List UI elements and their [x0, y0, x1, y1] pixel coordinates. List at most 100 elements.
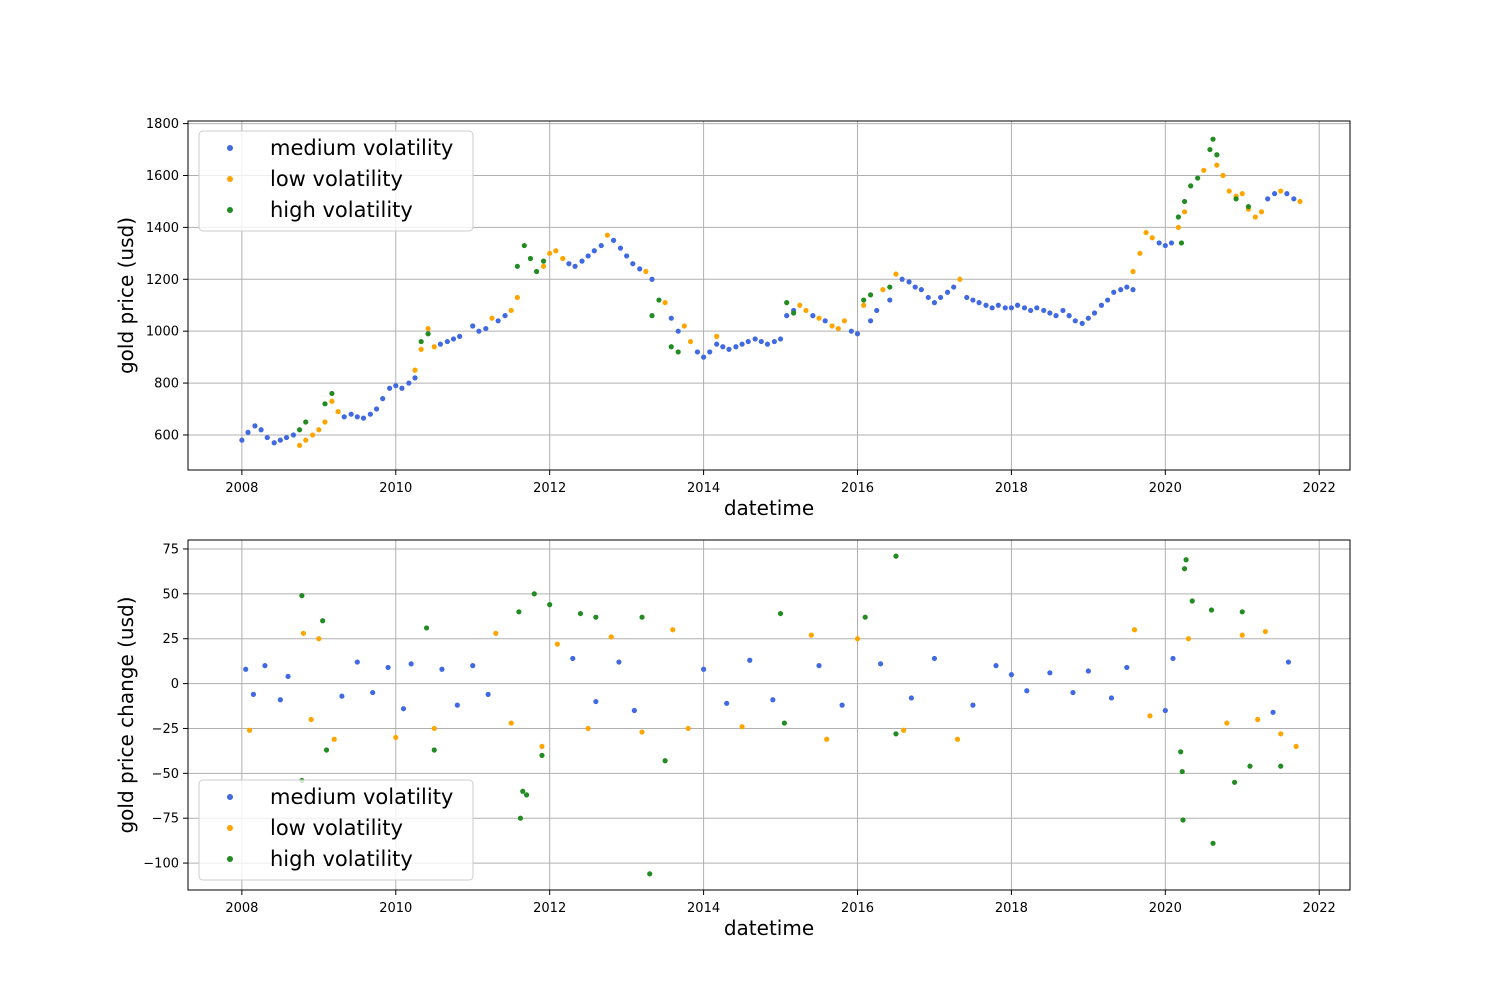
data-point: [931, 300, 938, 306]
legend: medium volatility low volatility high vola…: [198, 130, 474, 232]
data-point: [1188, 183, 1194, 189]
data-point: [848, 328, 854, 334]
data-point: [925, 294, 931, 301]
data-point: [1034, 305, 1040, 311]
data-point: [431, 747, 437, 753]
data-point: [1185, 636, 1191, 642]
data-point: [1207, 146, 1213, 153]
data-point: [639, 729, 645, 735]
data-point: [649, 276, 655, 282]
data-point: [862, 614, 868, 620]
y-tick-label: 1000: [146, 325, 179, 340]
data-point: [867, 318, 874, 324]
data-point: [1098, 302, 1105, 308]
data-point: [370, 689, 376, 696]
data-point: [617, 245, 624, 251]
legend-marker: [227, 856, 233, 862]
series-low-volatility: [246, 627, 1299, 750]
data-point: [610, 237, 617, 243]
data-point: [816, 315, 822, 321]
data-point: [246, 727, 253, 733]
data-point: [423, 625, 430, 631]
price-chart: 2008 2010 2012 2014 2016 2018 2020 2022 600 800 10…: [114, 117, 1351, 520]
data-point: [877, 661, 884, 667]
data-point: [239, 437, 245, 443]
data-point: [1008, 305, 1015, 311]
data-point: [1085, 315, 1091, 321]
x-tick-label: 2010: [379, 481, 412, 496]
legend-label: medium volatility: [270, 136, 453, 160]
data-point: [593, 698, 599, 705]
x-tick-label: 2010: [379, 901, 412, 916]
data-point: [791, 310, 797, 316]
data-point: [643, 268, 649, 275]
data-point: [572, 263, 578, 269]
data-point: [329, 390, 335, 397]
data-point: [593, 614, 599, 620]
data-point: [264, 434, 270, 441]
data-point: [514, 263, 520, 269]
data-point: [1118, 287, 1124, 293]
data-point: [514, 294, 520, 301]
data-point: [899, 276, 905, 282]
data-point: [495, 318, 501, 324]
data-point: [527, 255, 534, 262]
data-point: [745, 338, 751, 345]
data-point: [797, 302, 803, 308]
data-point: [1181, 209, 1188, 215]
data-point: [747, 657, 753, 663]
data-point: [893, 271, 899, 277]
legend-label: low volatility: [270, 167, 403, 191]
data-point: [493, 630, 499, 636]
data-point: [739, 724, 745, 730]
data-point: [854, 636, 861, 642]
data-point: [777, 336, 784, 342]
data-point: [1162, 242, 1168, 249]
data-point: [771, 338, 777, 345]
data-point: [1245, 204, 1252, 210]
data-point: [1226, 188, 1232, 194]
data-point: [380, 396, 386, 402]
data-point: [1168, 240, 1175, 246]
data-point: [1291, 196, 1297, 202]
y-tick-label: 1800: [146, 117, 179, 132]
data-point: [1239, 632, 1245, 638]
data-point: [406, 380, 412, 386]
data-point: [1214, 162, 1220, 168]
data-point: [675, 328, 681, 334]
x-tick-label: 2012: [533, 481, 566, 496]
data-point: [700, 666, 707, 672]
data-point: [989, 305, 995, 311]
plot-frame: [187, 539, 1351, 891]
data-point: [258, 427, 264, 433]
data-point: [639, 614, 645, 620]
data-point: [964, 294, 970, 301]
data-point: [784, 300, 790, 306]
data-point: [1195, 175, 1201, 181]
data-point: [1108, 695, 1115, 701]
data-point: [393, 734, 399, 741]
data-point: [520, 788, 526, 794]
data-point: [243, 666, 249, 672]
data-point: [758, 338, 764, 345]
data-point: [1175, 224, 1181, 230]
data-point: [752, 336, 758, 342]
data-point: [283, 434, 290, 441]
data-point: [387, 385, 393, 391]
data-point: [303, 419, 309, 425]
data-point: [523, 792, 530, 798]
data-point: [570, 655, 576, 662]
data-point: [726, 346, 732, 352]
data-point: [901, 727, 907, 733]
data-point: [329, 398, 335, 404]
data-point: [1162, 707, 1168, 714]
data-point: [1258, 209, 1265, 215]
data-point: [299, 593, 305, 599]
series-high-volatility: [299, 553, 1284, 877]
data-point: [810, 313, 816, 319]
data-point: [970, 702, 976, 708]
data-point: [976, 300, 982, 306]
data-point: [339, 693, 345, 699]
data-point: [1143, 229, 1149, 236]
data-point: [808, 632, 814, 638]
